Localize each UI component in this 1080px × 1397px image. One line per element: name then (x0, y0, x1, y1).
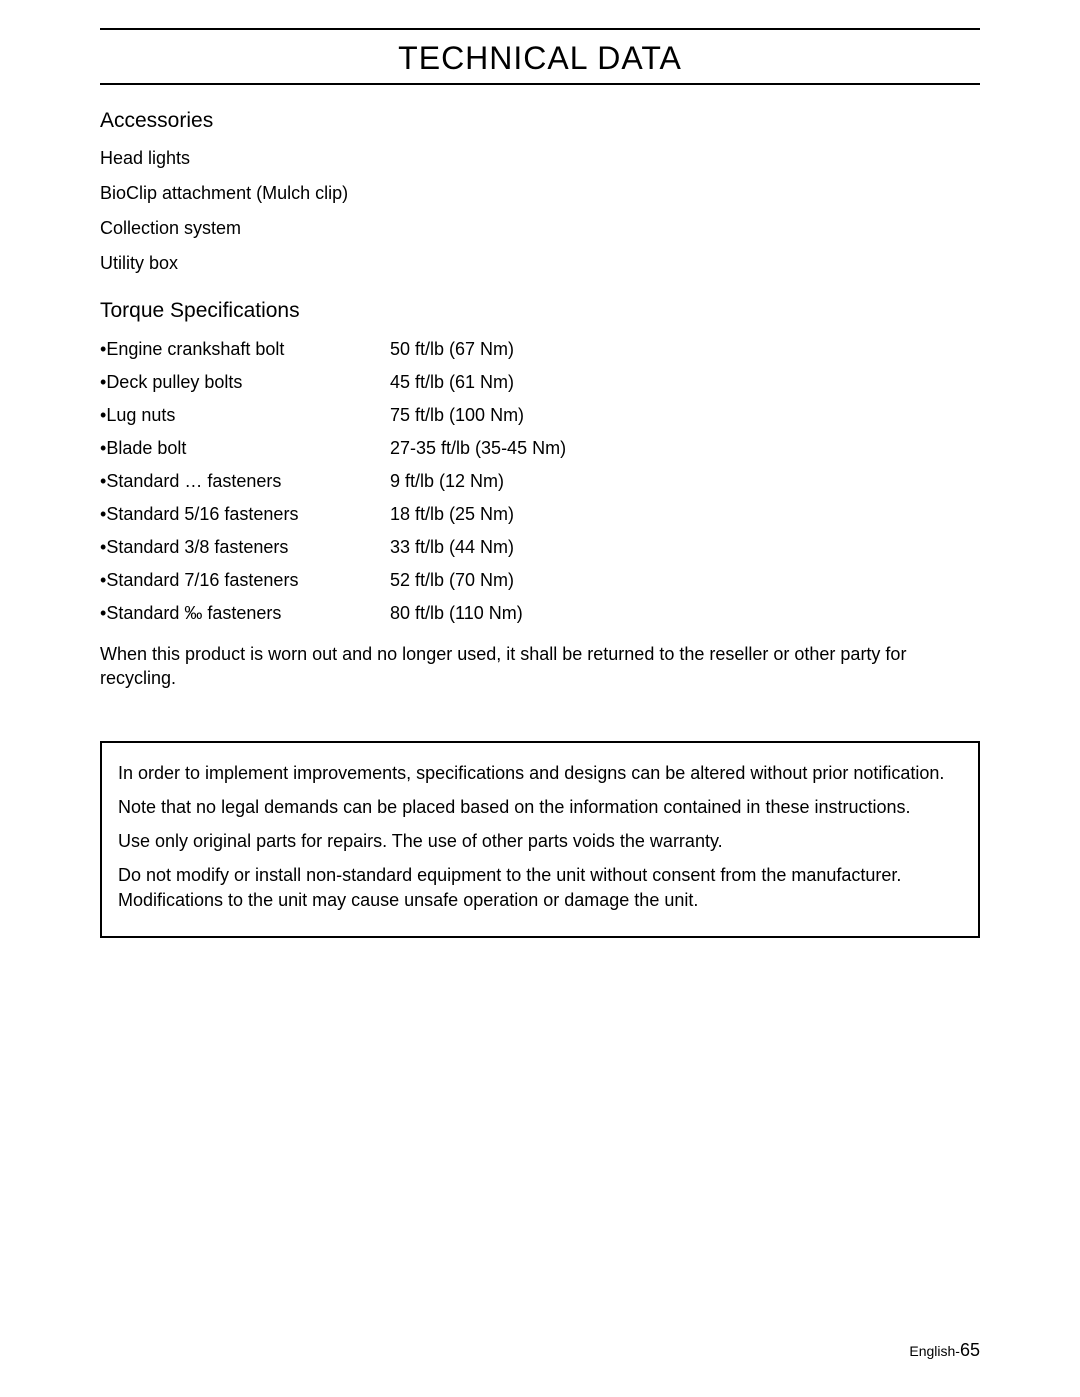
torque-value: 45 ft/lb (61 Nm) (380, 368, 566, 401)
torque-heading: Torque Specifications (100, 299, 980, 323)
torque-value: 18 ft/lb (25 Nm) (380, 500, 566, 533)
table-row: •Engine crankshaft bolt 50 ft/lb (67 Nm) (100, 335, 566, 368)
table-row: •Standard 5/16 fasteners 18 ft/lb (25 Nm… (100, 500, 566, 533)
torque-label-text: Standard … fasteners (106, 471, 281, 491)
notice-paragraph: Note that no legal demands can be placed… (118, 795, 962, 819)
accessories-item: Utility box (100, 250, 980, 277)
notice-paragraph: Use only original parts for repairs. The… (118, 829, 962, 853)
torque-value: 9 ft/lb (12 Nm) (380, 467, 566, 500)
notice-paragraph: In order to implement improvements, spec… (118, 761, 962, 785)
page-footer: English-65 (909, 1340, 980, 1361)
torque-label: •Standard … fasteners (100, 467, 380, 500)
torque-table: •Engine crankshaft bolt 50 ft/lb (67 Nm)… (100, 335, 566, 632)
torque-label: •Standard 7/16 fasteners (100, 566, 380, 599)
accessories-item: BioClip attachment (Mulch clip) (100, 180, 980, 207)
torque-label-text: Standard 7/16 fasteners (106, 570, 298, 590)
torque-label-text: Deck pulley bolts (106, 372, 242, 392)
torque-label-text: Standard 5/16 fasteners (106, 504, 298, 524)
torque-value: 27-35 ft/lb (35-45 Nm) (380, 434, 566, 467)
table-row: •Standard 3/8 fasteners 33 ft/lb (44 Nm) (100, 533, 566, 566)
rule-under-title (100, 83, 980, 85)
table-row: •Standard ‰ fasteners 80 ft/lb (110 Nm) (100, 599, 566, 632)
footer-language: English (909, 1343, 955, 1359)
torque-value: 33 ft/lb (44 Nm) (380, 533, 566, 566)
torque-label-text: Standard 3/8 fasteners (106, 537, 288, 557)
table-row: •Standard 7/16 fasteners 52 ft/lb (70 Nm… (100, 566, 566, 599)
table-row: •Standard … fasteners 9 ft/lb (12 Nm) (100, 467, 566, 500)
notice-paragraph: Do not modify or install non-standard eq… (118, 863, 962, 912)
page-title: TECHNICAL DATA (100, 40, 980, 77)
document-page: TECHNICAL DATA Accessories Head lights B… (0, 0, 1080, 1397)
footer-page-number: 65 (960, 1340, 980, 1360)
recycling-note: When this product is worn out and no lon… (100, 642, 980, 691)
torque-label: •Deck pulley bolts (100, 368, 380, 401)
notice-box: In order to implement improvements, spec… (100, 741, 980, 938)
torque-label: •Blade bolt (100, 434, 380, 467)
accessories-item: Head lights (100, 145, 980, 172)
accessories-item: Collection system (100, 215, 980, 242)
torque-label: •Standard 5/16 fasteners (100, 500, 380, 533)
table-row: •Blade bolt 27-35 ft/lb (35-45 Nm) (100, 434, 566, 467)
torque-label-text: Lug nuts (106, 405, 175, 425)
torque-label: •Lug nuts (100, 401, 380, 434)
torque-label: •Standard 3/8 fasteners (100, 533, 380, 566)
torque-label: •Engine crankshaft bolt (100, 335, 380, 368)
table-row: •Lug nuts 75 ft/lb (100 Nm) (100, 401, 566, 434)
torque-value: 75 ft/lb (100 Nm) (380, 401, 566, 434)
torque-value: 80 ft/lb (110 Nm) (380, 599, 566, 632)
torque-label-text: Standard ‰ fasteners (106, 603, 281, 623)
torque-value: 52 ft/lb (70 Nm) (380, 566, 566, 599)
torque-label-text: Engine crankshaft bolt (106, 339, 284, 359)
torque-label: •Standard ‰ fasteners (100, 599, 380, 632)
torque-label-text: Blade bolt (106, 438, 186, 458)
accessories-list: Head lights BioClip attachment (Mulch cl… (100, 145, 980, 277)
rule-top (100, 28, 980, 30)
accessories-heading: Accessories (100, 109, 980, 133)
torque-value: 50 ft/lb (67 Nm) (380, 335, 566, 368)
table-row: •Deck pulley bolts 45 ft/lb (61 Nm) (100, 368, 566, 401)
